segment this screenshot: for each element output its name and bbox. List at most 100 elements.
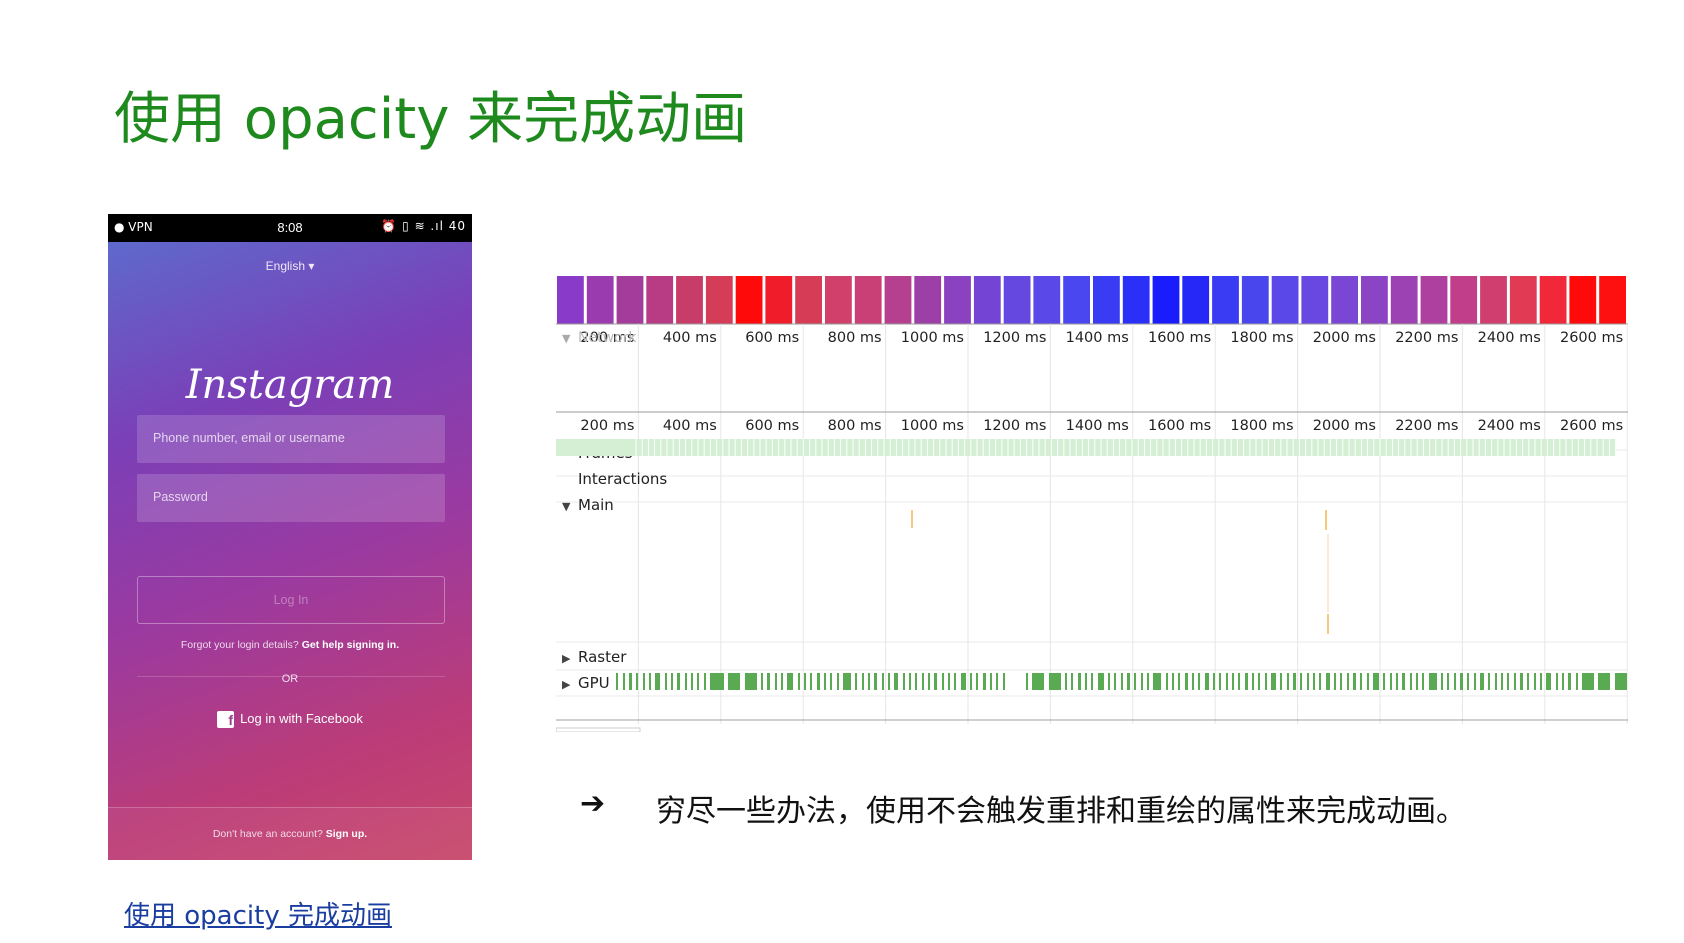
gpu-task-bar bbox=[1091, 673, 1093, 690]
fps-block bbox=[973, 276, 1001, 324]
tick-label: 1200 ms bbox=[983, 418, 1046, 434]
gpu-task-bar bbox=[636, 673, 638, 690]
frames-track bbox=[556, 439, 1617, 456]
tick-label: 2600 ms bbox=[1560, 330, 1623, 346]
fps-block bbox=[914, 276, 942, 324]
gpu-task-bar bbox=[855, 673, 857, 690]
password-input[interactable]: Password bbox=[137, 474, 445, 522]
tick-label: 1200 ms bbox=[983, 330, 1046, 346]
fps-block bbox=[1539, 276, 1567, 324]
gpu-task-bar bbox=[1293, 673, 1296, 690]
phone-status-bar: ● VPN 8:08 ⏰ ▯ ≋ .ıl 40 bbox=[108, 214, 472, 242]
instagram-logo: Instagram bbox=[185, 362, 395, 408]
username-input[interactable]: Phone number, email or username bbox=[137, 415, 445, 463]
gpu-task-bar bbox=[1078, 673, 1081, 690]
gpu-task-bar bbox=[1390, 673, 1392, 690]
gpu-task-bar bbox=[1326, 673, 1330, 690]
fps-block bbox=[765, 276, 793, 324]
timeline-grid bbox=[556, 324, 1628, 732]
gpu-task-bar bbox=[1501, 673, 1503, 690]
gpu-task-bar bbox=[1540, 673, 1542, 690]
fps-block bbox=[1033, 276, 1061, 324]
gpu-task-bar bbox=[775, 673, 777, 690]
gpu-task-bar bbox=[1108, 673, 1110, 690]
gpu-task-bar bbox=[671, 673, 673, 690]
tick-label: 2200 ms bbox=[1395, 330, 1458, 346]
fps-block bbox=[1093, 276, 1120, 324]
gpu-task-bar bbox=[1121, 673, 1123, 690]
gpu-task-bar bbox=[1065, 673, 1067, 690]
get-help-link[interactable]: Get help signing in. bbox=[301, 639, 400, 651]
fps-block bbox=[1271, 276, 1299, 324]
tick-label: 2400 ms bbox=[1478, 418, 1541, 434]
gpu-task-bar bbox=[1568, 673, 1571, 690]
fps-block bbox=[1569, 276, 1597, 324]
fps-block bbox=[557, 276, 584, 324]
tick-label: 2600 ms bbox=[1560, 418, 1623, 434]
fps-block bbox=[1301, 276, 1329, 324]
fps-block bbox=[586, 276, 614, 324]
gpu-task-bar bbox=[824, 673, 826, 690]
tick-label: 1400 ms bbox=[1066, 330, 1129, 346]
fps-block bbox=[1331, 276, 1358, 324]
gpu-task-bar bbox=[1396, 673, 1398, 690]
gpu-task-bar bbox=[1192, 673, 1194, 690]
gpu-task-bar bbox=[1402, 673, 1405, 690]
gpu-task-bar bbox=[697, 673, 699, 690]
tick-label: 2200 ms bbox=[1395, 418, 1458, 434]
gpu-task-bar bbox=[961, 673, 966, 690]
gpu-task-bar bbox=[1071, 673, 1073, 690]
gpu-task-bar bbox=[1507, 673, 1509, 690]
gpu-task-bar bbox=[1198, 673, 1200, 690]
facebook-icon: f bbox=[217, 711, 235, 729]
raster-track-label: Raster bbox=[578, 648, 627, 666]
facebook-login-button[interactable]: f Log in with Facebook bbox=[108, 711, 472, 729]
gpu-task-bar bbox=[1114, 673, 1116, 690]
signup-link[interactable]: Sign up. bbox=[325, 828, 368, 840]
gpu-task-bar bbox=[1141, 673, 1143, 690]
gpu-task-bar bbox=[781, 673, 783, 690]
fps-block bbox=[1599, 276, 1626, 324]
gpu-task-bar bbox=[862, 673, 864, 690]
gpu-task-bar bbox=[1245, 673, 1248, 690]
gpu-task-bar bbox=[704, 673, 706, 690]
gpu-task-bar bbox=[623, 673, 625, 690]
summary-tab bbox=[556, 727, 641, 732]
gpu-task-bar bbox=[649, 673, 651, 690]
expand-triangle-icon: ▼ bbox=[562, 500, 571, 513]
gpu-task-bar bbox=[1347, 673, 1349, 690]
gpu-track-label: GPU bbox=[578, 674, 610, 692]
gpu-task-bar bbox=[1562, 673, 1564, 690]
tick-label: 2000 ms bbox=[1313, 330, 1376, 346]
devtools-performance-panel: 200 ms 400 ms 600 ms 800 ms 1000 ms 1200 ms 14… bbox=[556, 272, 1628, 732]
timeline-svg: 200 ms 400 ms 600 ms 800 ms 1000 ms 1200 ms 14… bbox=[556, 276, 1628, 732]
gpu-task-bar bbox=[1334, 673, 1336, 690]
gpu-task-bar bbox=[1153, 673, 1161, 690]
tick-label: 1800 ms bbox=[1230, 418, 1293, 434]
gpu-task-bar bbox=[1313, 673, 1315, 690]
gpu-task-bar bbox=[767, 673, 770, 690]
gpu-task-bar bbox=[1300, 673, 1302, 690]
gpu-task-bar bbox=[691, 673, 693, 690]
gpu-task-bar bbox=[1003, 673, 1005, 690]
slide-title: 使用 opacity 来完成动画 bbox=[114, 87, 748, 152]
instagram-phone-screenshot: ● VPN 8:08 ⏰ ▯ ≋ .ıl 40 English ▾ Instag… bbox=[108, 214, 472, 860]
tick-label: 1000 ms bbox=[901, 330, 964, 346]
fps-block bbox=[1480, 276, 1507, 324]
login-button[interactable]: Log In bbox=[137, 576, 445, 624]
caption-link[interactable]: 使用 opacity 完成动画 bbox=[124, 901, 392, 931]
status-time: 8:08 bbox=[277, 220, 303, 235]
fps-block bbox=[1063, 276, 1090, 324]
gpu-task-bar bbox=[1467, 673, 1469, 690]
language-selector[interactable]: English ▾ bbox=[265, 259, 315, 273]
gpu-task-bar bbox=[1238, 673, 1240, 690]
fps-block bbox=[944, 276, 971, 324]
gpu-task-bar bbox=[1474, 673, 1476, 690]
gpu-task-bar bbox=[934, 673, 937, 690]
forgot-login-text: Forgot your login details? Get help sign… bbox=[108, 639, 472, 651]
signup-footer: Don't have an account? Sign up. bbox=[108, 807, 472, 860]
gpu-task-bar bbox=[1546, 673, 1551, 690]
collapsed-triangle-icon: ▶ bbox=[562, 678, 571, 691]
tick-label: 1800 ms bbox=[1230, 330, 1293, 346]
fps-block bbox=[1003, 276, 1031, 324]
